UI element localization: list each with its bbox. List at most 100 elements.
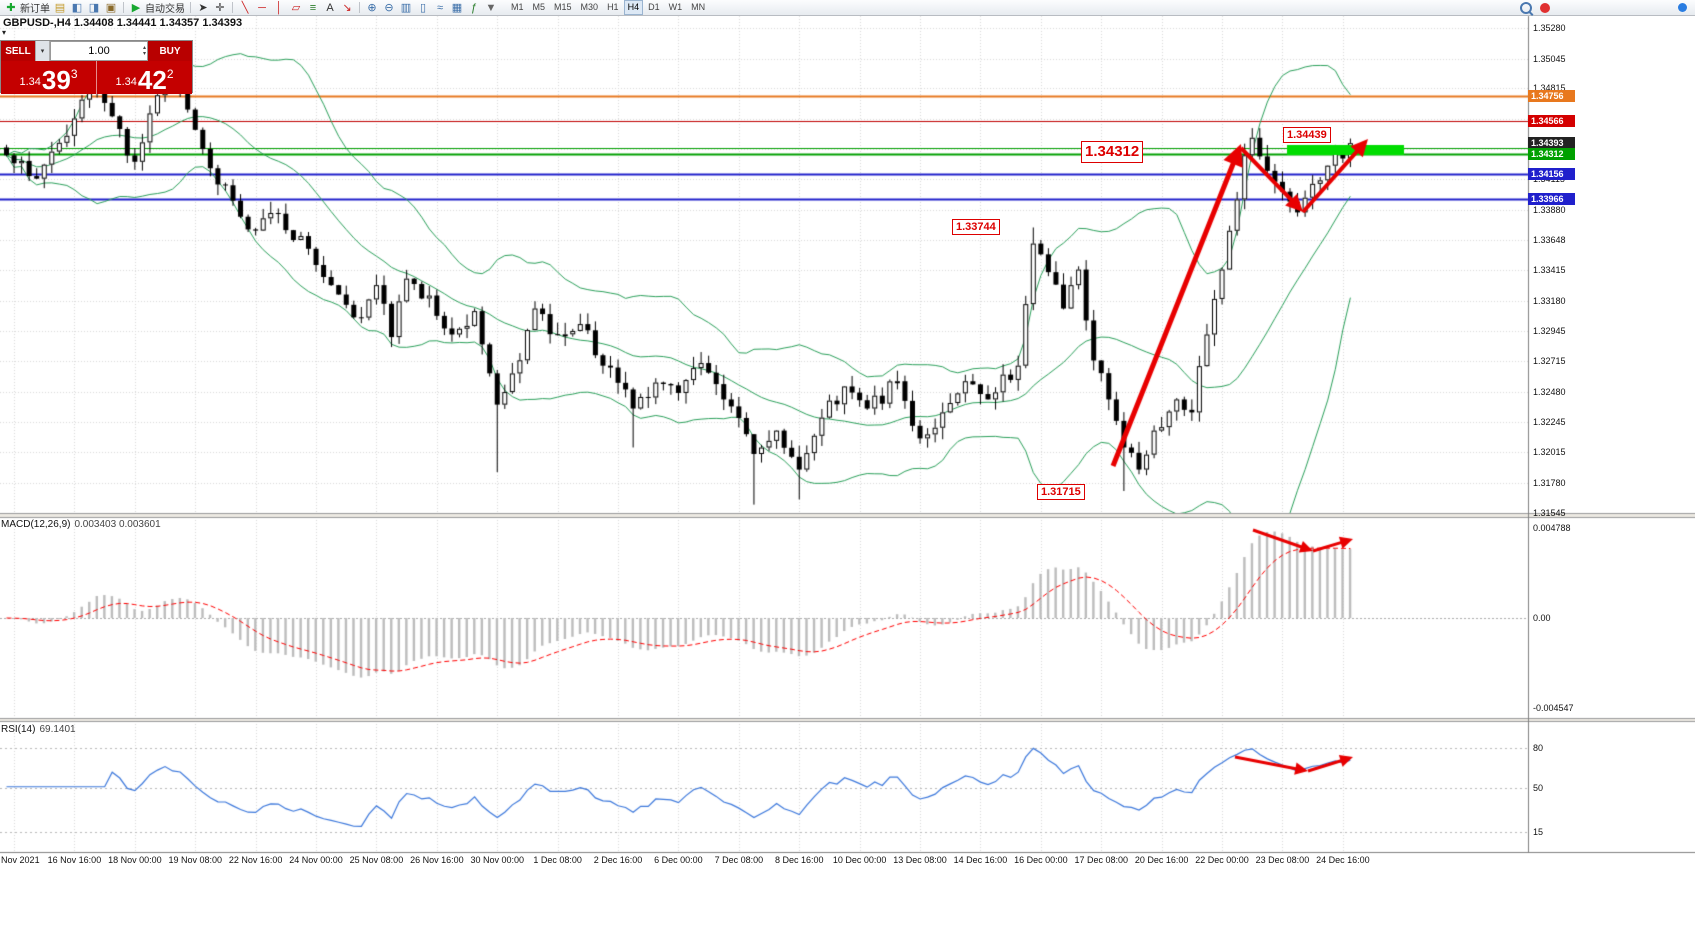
price-tick-label: 1.32715: [1533, 356, 1566, 366]
market-watch-icon[interactable]: ◧: [71, 1, 83, 14]
toolbar-separator: [359, 2, 360, 13]
buy-price-big: 42: [137, 65, 167, 95]
rsi-scale-label: 50: [1533, 783, 1544, 793]
time-axis-label: 16 Nov 16:00: [47, 855, 102, 865]
volume-spinner: ▴ ▾: [143, 42, 146, 60]
timeframe-mn-button[interactable]: MN: [691, 2, 706, 12]
time-axis-label: 19 Nov 08:00: [168, 855, 223, 865]
terminal-icon[interactable]: ▣: [105, 1, 117, 14]
price-tick-label: 1.35280: [1533, 23, 1566, 33]
notifications-icon[interactable]: [1540, 2, 1550, 13]
sell-price[interactable]: 1.34 39 3: [1, 61, 96, 94]
rsi-scale-label: 15: [1533, 827, 1544, 837]
auto-trading-label: 自动交易: [145, 4, 185, 15]
time-axis-label: 24 Dec 16:00: [1316, 855, 1370, 865]
timeframe-w1-button[interactable]: W1: [668, 2, 683, 12]
arrow-object-icon[interactable]: ↘: [342, 1, 352, 14]
toolbar-separator: [123, 2, 124, 13]
bar-chart-icon[interactable]: ▥: [400, 1, 412, 14]
zoom-in-icon[interactable]: ⊕: [367, 1, 377, 14]
text-label-icon[interactable]: A: [326, 1, 334, 14]
time-axis-label: 26 Nov 16:00: [410, 855, 464, 865]
new-order-label: 新订单: [20, 4, 50, 15]
one-click-panel-toggle[interactable]: ▾: [2, 28, 7, 37]
rsi-value: 69.1401: [39, 724, 76, 735]
time-axis-label: 30 Nov 00:00: [470, 855, 525, 865]
grid-icon[interactable]: ▦: [451, 1, 463, 14]
price-annotation[interactable]: 1.34439: [1283, 127, 1331, 144]
chart-ohlc-header: GBPUSD-,H4 1.34408 1.34441 1.34357 1.343…: [3, 17, 243, 29]
timeframe-d1-button[interactable]: D1: [648, 2, 660, 12]
sell-price-sup: 3: [70, 67, 78, 81]
toolbar-separator: [232, 2, 233, 13]
price-tick-label: 1.33415: [1533, 265, 1566, 275]
chart-profiles-icon[interactable]: ▤: [54, 1, 66, 14]
sell-button[interactable]: SELL: [1, 41, 35, 61]
timeframe-m1-button[interactable]: M1: [511, 2, 524, 12]
timeframe-switcher: M1 M5 M15 M30 H1 H4 D1 W1 MN: [507, 0, 709, 15]
time-axis-label: 17 Dec 08:00: [1074, 855, 1129, 865]
volume-input[interactable]: 1.00 ▴ ▾: [50, 41, 148, 61]
price-badge: 1.34756: [1528, 90, 1575, 102]
rsi-scale-label: 80: [1533, 743, 1544, 753]
volume-decrease-button[interactable]: ▾: [142, 51, 146, 57]
price-tick-label: 1.32945: [1533, 326, 1566, 336]
crosshair-icon[interactable]: ✛: [215, 1, 225, 14]
time-axis-label: 20 Dec 16:00: [1134, 855, 1189, 865]
buy-price-prefix: 1.34: [115, 76, 137, 88]
horizontal-line-icon[interactable]: ─: [258, 1, 266, 14]
indicators-icon[interactable]: ƒ: [470, 1, 478, 14]
time-axis-label: 13 Dec 08:00: [893, 855, 947, 865]
cursor-icon[interactable]: ➤: [198, 1, 208, 14]
equidistant-channel-icon[interactable]: ▱: [291, 1, 301, 14]
auto-trading-icon: ▶: [131, 1, 141, 14]
timeframe-h4-button[interactable]: H4: [623, 0, 644, 15]
data-window-icon[interactable]: ◨: [88, 1, 100, 14]
candlestick-chart-icon[interactable]: ▯: [419, 1, 427, 14]
macd-scale-label: 0.00: [1533, 613, 1551, 623]
search-icon[interactable]: [1520, 1, 1532, 14]
price-annotation[interactable]: 1.31715: [1037, 484, 1085, 501]
price-annotation[interactable]: 1.33744: [952, 219, 1000, 236]
toolbar-right-icons: [1520, 1, 1687, 14]
time-axis-label: 15 Nov 2021: [0, 855, 40, 865]
time-axis-label: 24 Nov 00:00: [289, 855, 343, 865]
price-tick-label: 1.34815: [1533, 83, 1566, 93]
timeframe-h1-button[interactable]: H1: [607, 2, 619, 12]
volume-value: 1.00: [88, 45, 110, 57]
toolbar-separator: [190, 2, 191, 13]
price-annotation[interactable]: 1.34312: [1081, 141, 1144, 163]
volume-increase-button[interactable]: ▴: [142, 45, 146, 51]
time-axis-label: 10 Dec 00:00: [832, 855, 887, 865]
macd-indicator-label: MACD(12,26,9) 0.003403 0.003601: [1, 519, 161, 530]
auto-trading-button[interactable]: ▶ 自动交易: [129, 0, 185, 16]
toolbar: ✚ 新订单 ▤ ◧ ◨ ▣ ▶ 自动交易 ➤ ✛ ╲ ─ │ ▱ ≡ A ↘ ⊕ ⊖ ▥ ▯ ≈ ▦ ƒ ▼ M1 M5 M15 M30…: [0, 0, 1695, 16]
trade-panel-prices-row: 1.34 39 3 1.34 42 2: [1, 61, 192, 94]
line-chart-icon[interactable]: ≈: [436, 1, 444, 14]
templates-icon[interactable]: ▼: [485, 1, 497, 14]
time-axis-label: 7 Dec 08:00: [714, 855, 764, 865]
buy-button[interactable]: BUY: [148, 41, 192, 61]
price-badge: 1.34393: [1528, 137, 1575, 149]
price-tick-label: 1.33180: [1533, 296, 1566, 306]
buy-price[interactable]: 1.34 42 2: [97, 61, 192, 94]
fibonacci-icon[interactable]: ≡: [309, 1, 317, 14]
timeframe-m30-button[interactable]: M30: [580, 2, 599, 12]
timeframe-m5-button[interactable]: M5: [532, 2, 546, 12]
rsi-indicator-label: RSI(14) 69.1401: [1, 724, 76, 735]
price-tick-label: 1.32015: [1533, 447, 1566, 457]
price-badge: 1.34566: [1528, 115, 1575, 127]
trendline-icon[interactable]: ╲: [241, 1, 249, 14]
price-tick-label: 1.32245: [1533, 417, 1566, 427]
sell-price-big: 39: [41, 65, 71, 95]
timeframe-m15-button[interactable]: M15: [554, 2, 572, 12]
new-order-button[interactable]: ✚ 新订单: [4, 0, 50, 16]
zoom-out-icon[interactable]: ⊖: [384, 1, 394, 14]
price-tick-label: 1.33880: [1533, 205, 1566, 215]
price-tick-label: 1.31545: [1533, 508, 1566, 518]
order-type-dropdown[interactable]: ▾: [35, 41, 50, 61]
vertical-line-icon[interactable]: │: [275, 1, 283, 14]
sell-price-prefix: 1.34: [19, 76, 41, 88]
